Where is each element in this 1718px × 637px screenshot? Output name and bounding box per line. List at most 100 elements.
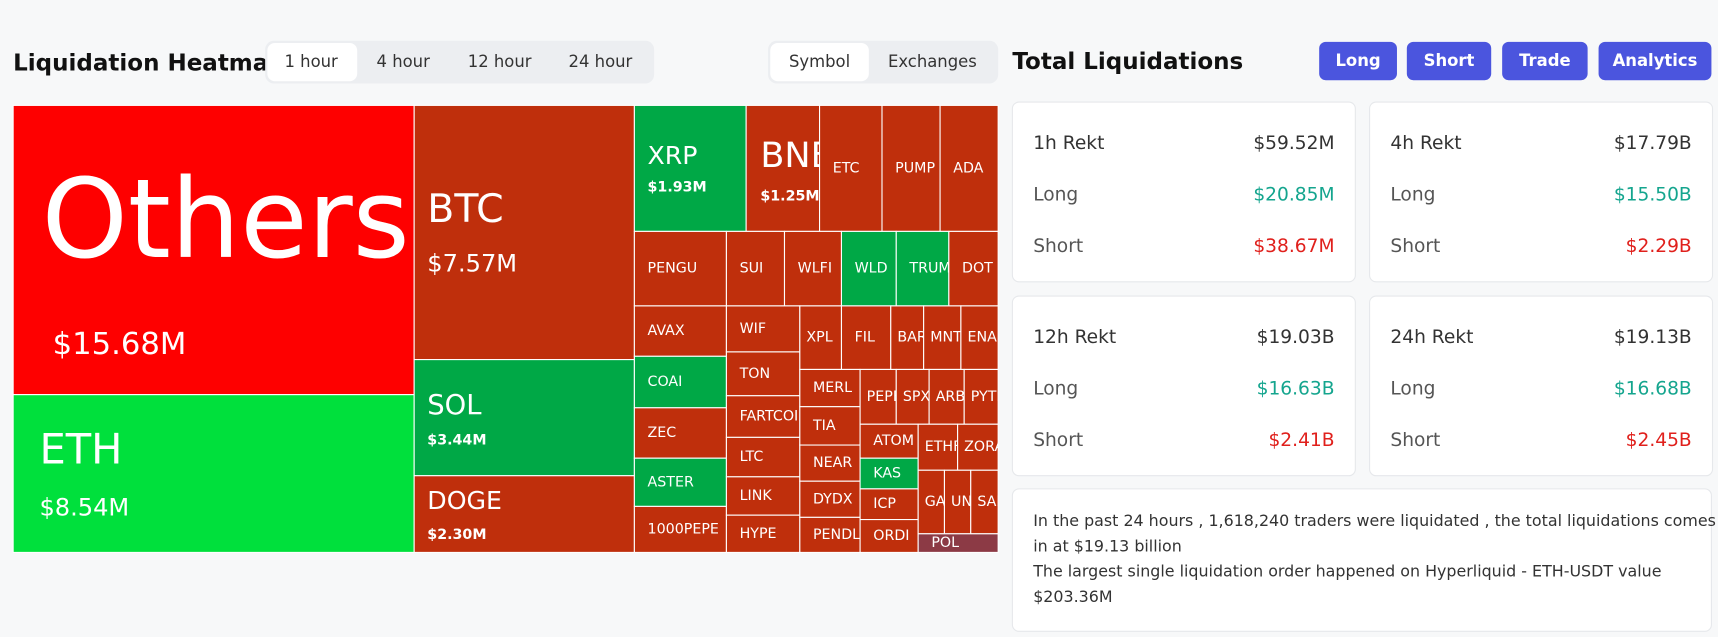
cell-rect (917, 469, 946, 535)
cell-label: ZEC (648, 425, 677, 441)
cell-label: DYDX (813, 491, 853, 507)
card-label: Long (1390, 379, 1435, 400)
cell-label: LTC (740, 449, 764, 465)
heatmap-cell[interactable]: LINK (725, 476, 801, 516)
cell-rect (633, 305, 727, 357)
cell-rect (840, 305, 892, 370)
time-tab[interactable]: 4 hour (377, 52, 431, 71)
heatmap-cell[interactable]: LTC (725, 436, 801, 478)
heatmap-cell[interactable]: DOT (948, 230, 999, 307)
heatmap-cell[interactable]: GALA (917, 469, 964, 535)
heatmap-cell[interactable]: MERL (799, 368, 861, 408)
cell-label: PUMP (895, 160, 935, 176)
heatmap-cell[interactable]: TIA (799, 406, 861, 446)
heatmap-cell[interactable]: DOGE $2.30M (413, 475, 635, 553)
button[interactable]: Analytics (1598, 41, 1712, 81)
card-label: 12h Rekt (1033, 327, 1116, 348)
heatmap-cell[interactable]: MNT (923, 305, 963, 370)
cell-label: ORDI (873, 528, 909, 544)
heatmap-cell[interactable]: ZORA (957, 423, 1005, 471)
heatmap-cell[interactable]: TON (725, 351, 801, 397)
heatmap-cell[interactable]: COAI (633, 355, 727, 409)
cell-label: WLFI (798, 261, 832, 277)
heatmap-cell[interactable]: FARTCOIN (725, 395, 808, 438)
button-label[interactable]: Trade (1519, 51, 1570, 70)
button[interactable]: Long (1319, 41, 1397, 81)
cell-rect (633, 505, 727, 553)
heatmap-cell[interactable]: BNB $1.25M (745, 104, 835, 232)
heatmap-cell[interactable]: ATOM (859, 423, 919, 459)
heatmap-cell[interactable]: XPL (799, 305, 843, 370)
heatmap-cell[interactable]: ICP (859, 488, 919, 521)
heatmap-cell[interactable]: XRP $1.93M (633, 104, 747, 232)
button[interactable]: Trade (1502, 41, 1588, 81)
cell-rect (970, 469, 999, 535)
heatmap-cell[interactable]: UNI (943, 469, 976, 535)
button-label[interactable]: Analytics (1613, 51, 1698, 70)
heatmap-cell[interactable]: ASTER (633, 457, 727, 507)
heatmap-cell[interactable]: WLFI (783, 230, 843, 307)
heatmap-cell[interactable]: FIL (840, 305, 892, 370)
button-label[interactable]: Short (1424, 51, 1475, 70)
button-label[interactable]: Long (1335, 51, 1380, 70)
heatmap-cell[interactable]: Others $15.68M (12, 104, 415, 396)
cell-rect (413, 475, 635, 553)
heatmap-cell[interactable]: BTC $7.57M (413, 104, 635, 361)
cell-label: HYPE (740, 526, 777, 542)
heatmap-cell[interactable]: PEPE (859, 368, 902, 425)
heatmap-cell[interactable]: AVAX (633, 305, 727, 357)
cell-label: SOL (427, 390, 482, 421)
card-label: 1h Rekt (1033, 133, 1104, 154)
cell-label: KAS (873, 466, 901, 482)
time-tab[interactable]: 12 hour (468, 52, 532, 71)
heatmap-cell[interactable]: ETH $8.54M (12, 394, 415, 553)
heatmap-cell[interactable]: PENGU (633, 230, 727, 307)
cell-label: AVAX (648, 323, 685, 339)
cell-label: WIF (740, 321, 766, 337)
cell-label: ARB (936, 389, 965, 405)
cell-label: PENDLE (813, 527, 869, 543)
cell-label: BTC (427, 186, 503, 232)
heatmap-cell[interactable]: PENDLE (799, 516, 869, 553)
button[interactable]: Short (1406, 41, 1492, 81)
heatmap-cell[interactable]: DYDX (799, 480, 861, 518)
cell-rect (939, 104, 999, 232)
heatmap-cell[interactable]: HYPE (725, 514, 801, 553)
time-tab[interactable]: 1 hour (285, 52, 339, 71)
rekt-card: 1h Rekt $59.52M Long $20.85M Short $38.67M (1011, 101, 1356, 283)
heatmap-cell[interactable]: ARB (928, 368, 965, 425)
heatmap-cell[interactable]: NEAR (799, 444, 861, 482)
cell-label: ENA (967, 330, 997, 346)
heatmap-cell[interactable]: PUMP (881, 104, 941, 232)
heatmap-title: Liquidation Heatmap (13, 50, 285, 76)
heatmap-cell[interactable]: POL (917, 533, 999, 553)
cell-label: PENGU (648, 261, 698, 277)
card-value: $20.85M (1253, 185, 1334, 206)
heatmap-cell[interactable]: SAND (970, 469, 1018, 535)
heatmap-cell[interactable]: PYTH (963, 368, 1007, 425)
heatmap-cell[interactable]: ZEC (633, 407, 727, 459)
heatmap-cell[interactable]: ADA (939, 104, 999, 232)
view-tab[interactable]: Exchanges (888, 52, 977, 71)
heatmap-cell[interactable]: TRUMP (895, 230, 959, 307)
heatmap-cell[interactable]: ETC (819, 104, 883, 232)
time-tab[interactable]: 24 hour (569, 52, 633, 71)
heatmap-cell[interactable]: WIF (725, 305, 801, 353)
cell-rect (859, 368, 897, 425)
cell-value: $1.93M (648, 180, 707, 196)
heatmap-cell[interactable]: 1000PEPE (633, 505, 727, 553)
cell-label: Others (42, 155, 410, 283)
heatmap-cell[interactable]: SUI (725, 230, 786, 307)
heatmap-cell[interactable]: ORDI (859, 519, 919, 553)
heatmap-cell[interactable]: SPX (895, 368, 930, 425)
cell-label: BNB (760, 135, 834, 176)
card-value: $2.45B (1626, 430, 1692, 451)
heatmap-cell[interactable]: WLD (840, 230, 897, 307)
heatmap-cell[interactable]: ENA (960, 305, 999, 370)
heatmap-cell[interactable]: KAS (859, 457, 919, 490)
cell-label: ASTER (648, 474, 694, 490)
cell-label: ADA (953, 160, 983, 176)
view-tab[interactable]: Symbol (789, 52, 850, 71)
heatmap-cell[interactable]: SOL $3.44M (413, 359, 635, 477)
